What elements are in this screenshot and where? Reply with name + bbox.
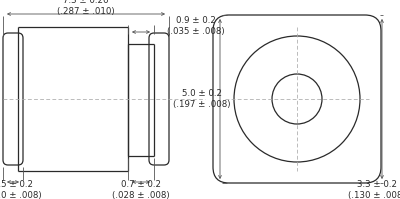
Text: 7.3 ± 0.26
(.287 ± .010): 7.3 ± 0.26 (.287 ± .010) <box>57 0 115 16</box>
Text: 0.7 ± 0.2
(.028 ± .008): 0.7 ± 0.2 (.028 ± .008) <box>112 180 170 199</box>
Text: 0.5 ± 0.2
(.020 ± .008): 0.5 ± 0.2 (.020 ± .008) <box>0 180 42 199</box>
Text: 5.0 ± 0.2
(.197 ± .008): 5.0 ± 0.2 (.197 ± .008) <box>173 89 231 109</box>
Text: 3.3 ± 0.2
(.130 ± .008): 3.3 ± 0.2 (.130 ± .008) <box>348 180 400 199</box>
Text: 0.9 ± 0.2
(.035 ± .008): 0.9 ± 0.2 (.035 ± .008) <box>167 16 225 36</box>
